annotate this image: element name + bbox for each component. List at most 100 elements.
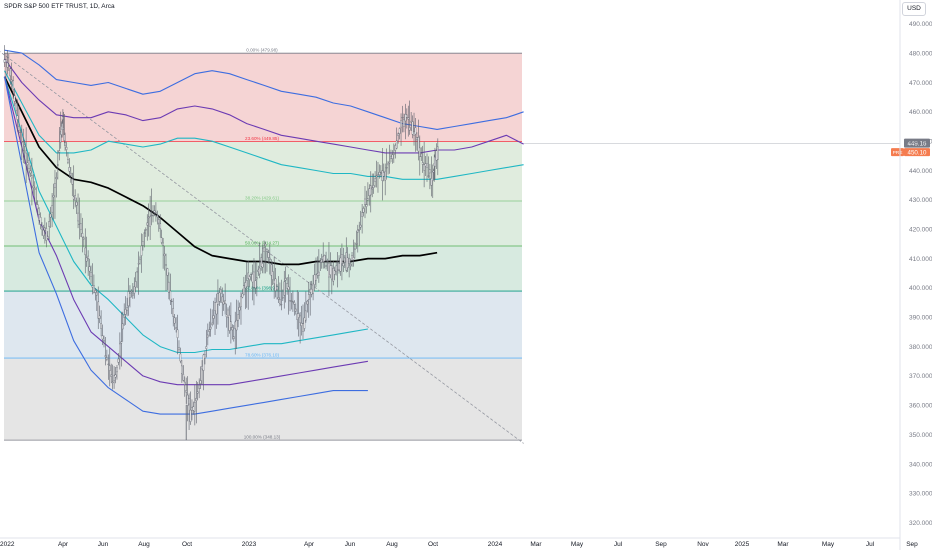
candle-body [46, 236, 49, 239]
candle-body [316, 273, 319, 276]
candle-body [6, 62, 9, 68]
candle-body [72, 196, 75, 200]
candle-body [183, 381, 186, 385]
candle-body [98, 315, 101, 319]
candle-body [208, 329, 211, 332]
candle-body [48, 221, 51, 227]
candle-body [365, 204, 368, 207]
x-tick-label: 2025 [735, 541, 750, 548]
candle-body [315, 274, 317, 281]
x-tick-label: Sep [906, 541, 918, 548]
candle-body [289, 300, 291, 302]
y-tick-label: 410.000 [909, 256, 932, 263]
candle-body [369, 185, 372, 196]
candle-body [417, 137, 420, 152]
candle-body [234, 321, 237, 329]
candle-body [186, 394, 189, 406]
fib-zone [4, 246, 522, 292]
candle-body [244, 282, 247, 289]
candle-body [345, 252, 348, 271]
candle-body [181, 365, 183, 374]
band-line [3, 76, 438, 266]
candle-body [195, 397, 198, 402]
candle-body [168, 281, 170, 293]
candle-body [274, 278, 277, 291]
candle-body [237, 314, 239, 321]
candle-body [338, 263, 340, 271]
candle-body [29, 170, 32, 174]
candle-body [328, 263, 330, 278]
candle-body [280, 304, 283, 306]
candle-body [19, 131, 22, 133]
candle-body [346, 257, 349, 269]
candle-body [84, 247, 87, 256]
candle-body [430, 178, 433, 186]
candle-body [296, 313, 299, 320]
trendline [0, 51, 524, 444]
fib-level-label: 100.00% (348.13) [244, 435, 281, 440]
candle-body [21, 141, 23, 143]
candle-body [134, 281, 137, 288]
candle-body [228, 315, 231, 331]
candle-body [231, 327, 234, 331]
candle-body [54, 183, 56, 188]
candle-body [306, 300, 309, 305]
candle-body [354, 248, 356, 250]
candle-body [214, 302, 216, 311]
candle-body [64, 142, 66, 146]
candle-body [126, 307, 128, 311]
candle-body [155, 211, 157, 214]
last-price-text: 449.16 [908, 141, 927, 148]
candle-body [147, 216, 150, 219]
band-line [3, 76, 368, 354]
candle-body [103, 340, 105, 342]
candle-body [349, 264, 352, 266]
candle-body [318, 271, 320, 276]
candle-body [344, 257, 346, 263]
candle-body [179, 353, 182, 362]
candle-body [364, 198, 366, 205]
candle-body [235, 319, 238, 331]
candle-body [62, 116, 64, 120]
y-tick-label: 370.000 [909, 373, 932, 380]
candle-body [182, 374, 185, 381]
candle-body [70, 172, 72, 176]
candle-body [119, 343, 121, 357]
candle-body [26, 162, 29, 165]
candle-body [309, 288, 312, 293]
candle-body [75, 201, 78, 206]
candle-body [196, 391, 199, 394]
candle-body [313, 274, 316, 285]
candle-body [329, 265, 332, 276]
candle-body [38, 214, 40, 221]
x-tick-label: 2024 [488, 541, 503, 548]
candle-body [10, 79, 13, 82]
candle-body [123, 314, 125, 318]
candle-body [336, 269, 339, 271]
y-tick-label: 320.000 [909, 520, 932, 527]
x-tick-label: Apr [304, 541, 315, 548]
candle-body [230, 321, 232, 329]
candle-body [411, 121, 414, 135]
currency-button[interactable]: USD [902, 2, 926, 16]
candle-body [205, 346, 208, 349]
candle-body [52, 195, 55, 198]
candle-body [382, 172, 385, 177]
candle-body [41, 226, 43, 230]
candle-body [199, 380, 202, 385]
candle-body [152, 215, 154, 217]
candle-body [432, 170, 435, 173]
candle-body [166, 268, 169, 276]
candle-body [414, 127, 417, 135]
candle-body [375, 175, 378, 178]
candle-body [145, 229, 147, 231]
candle-body [426, 163, 428, 168]
candle-body [385, 167, 388, 169]
candle-body [359, 224, 362, 228]
candle-body [80, 223, 82, 230]
fib-level-label: 50.00% (414.27) [245, 240, 279, 245]
candle-body [136, 271, 138, 273]
candle-body [202, 354, 205, 371]
candle-body [387, 162, 389, 166]
